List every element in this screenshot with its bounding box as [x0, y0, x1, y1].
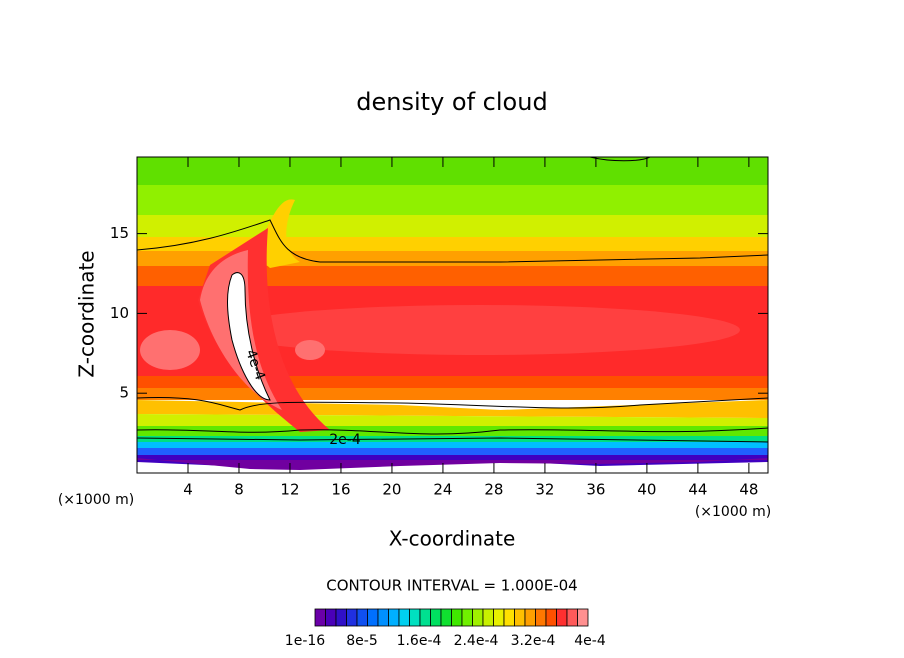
- colorbar-box: [335, 608, 347, 627]
- colorbar-box: [314, 608, 326, 627]
- colorbar-box: [545, 608, 557, 627]
- x-tick-label: 20: [382, 481, 401, 499]
- colorbar-box: [566, 608, 578, 627]
- chart-title: density of cloud: [356, 88, 547, 116]
- y-tick-label: 15: [110, 224, 129, 242]
- colorbar-label: 1.6e-4: [397, 633, 442, 649]
- colorbar-box: [356, 608, 368, 627]
- colorbar-box: [409, 608, 421, 627]
- colorbar-box: [419, 608, 431, 627]
- colorbar-box: [325, 608, 337, 627]
- colorbar-box: [440, 608, 452, 627]
- colorbar-box: [388, 608, 400, 627]
- colorbar-box: [367, 608, 379, 627]
- x-axis-label: X-coordinate: [389, 527, 516, 551]
- colorbar-box: [556, 608, 568, 627]
- x-tick-label: 32: [535, 481, 554, 499]
- colorbar-box: [503, 608, 515, 627]
- x-tick-label: 48: [739, 481, 758, 499]
- contour-interval: CONTOUR INTERVAL = 1.000E-04: [326, 577, 577, 595]
- x-tick-label: 4: [183, 481, 193, 499]
- x-unit: (×1000 m): [695, 504, 771, 520]
- y-tick-label: 5: [119, 384, 129, 402]
- y-unit: (×1000 m): [58, 492, 134, 508]
- colorbar-box: [535, 608, 547, 627]
- x-tick-label: 8: [234, 481, 244, 499]
- colorbar-box: [377, 608, 389, 627]
- x-tick-label: 28: [484, 481, 503, 499]
- x-tick-label: 36: [586, 481, 605, 499]
- x-tick-label: 12: [280, 481, 299, 499]
- colorbar-box: [524, 608, 536, 627]
- colorbar-box: [514, 608, 526, 627]
- x-tick-label: 24: [433, 481, 452, 499]
- contour-field: [137, 157, 768, 470]
- plot-frame: [136, 156, 769, 474]
- x-tick-label: 44: [688, 481, 707, 499]
- colorbar-label: 8e-5: [346, 633, 377, 649]
- colorbar-box: [461, 608, 473, 627]
- colorbar-label: 1e-16: [285, 633, 325, 649]
- x-tick-label: 16: [331, 481, 350, 499]
- colorbar-box: [472, 608, 484, 627]
- colorbar-label: 2.4e-4: [454, 633, 499, 649]
- y-axis-label: Z-coordinate: [75, 250, 99, 377]
- y-tick-label: 10: [110, 304, 129, 322]
- colorbar-box: [493, 608, 505, 627]
- colorbar-label: 3.2e-4: [511, 633, 556, 649]
- colorbar-box: [430, 608, 442, 627]
- colorbar-box: [346, 608, 358, 627]
- colorbar-box: [451, 608, 463, 627]
- colorbar-box: [398, 608, 410, 627]
- contour-label: 2e-4: [329, 432, 361, 448]
- colorbar-label: 4e-4: [574, 633, 606, 649]
- colorbar-box: [482, 608, 494, 627]
- colorbar-box: [577, 608, 589, 627]
- x-tick-label: 40: [637, 481, 656, 499]
